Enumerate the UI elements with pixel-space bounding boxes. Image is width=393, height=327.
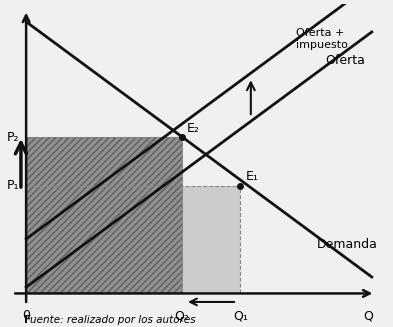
Text: uente: realizado por los autores: uente: realizado por los autores: [30, 315, 195, 325]
Text: F: F: [24, 315, 31, 325]
Bar: [26, 137, 182, 293]
Text: E₁: E₁: [246, 170, 259, 183]
Text: Demanda: Demanda: [316, 238, 377, 251]
Text: Oferta +
impuesto: Oferta + impuesto: [296, 28, 348, 50]
Bar: [26, 137, 182, 293]
Text: 0: 0: [22, 309, 30, 322]
Text: Q₁: Q₁: [233, 309, 248, 322]
Text: Oferta: Oferta: [325, 54, 365, 67]
Text: P₁: P₁: [7, 179, 19, 192]
Bar: [182, 186, 241, 293]
Text: E₂: E₂: [187, 122, 200, 135]
Text: Q₂: Q₂: [174, 309, 189, 322]
Text: Q: Q: [364, 309, 373, 322]
Text: P₂: P₂: [7, 131, 19, 144]
